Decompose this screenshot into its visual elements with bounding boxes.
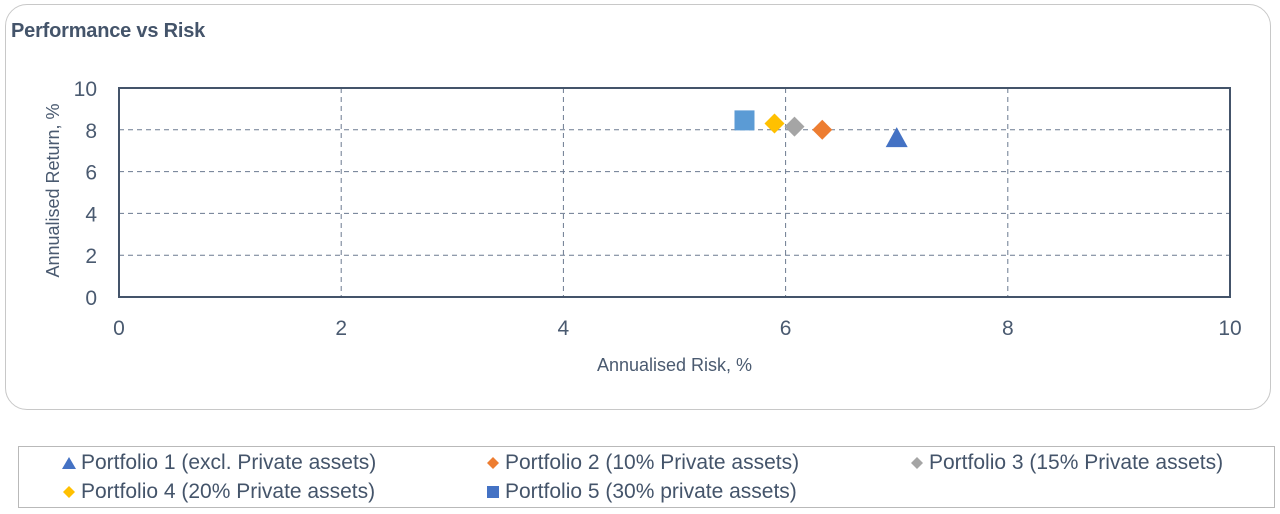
diamond-marker-icon [487, 457, 499, 469]
diamond-marker-icon [911, 457, 923, 469]
legend-item-portfolio-3: Portfolio 3 (15% Private assets) [909, 451, 1223, 475]
data-point-portfolio-4 [764, 113, 785, 134]
legend-label: Portfolio 3 (15% Private assets) [929, 451, 1224, 474]
x-tick-label: 8 [1002, 317, 1014, 340]
x-tick-label: 0 [113, 317, 125, 340]
triangle-marker-icon [62, 457, 76, 469]
y-tick-label: 10 [74, 78, 97, 101]
diamond-marker-icon [63, 486, 75, 498]
x-tick-label: 2 [335, 317, 347, 340]
legend-label: Portfolio 2 (10% Private assets) [505, 451, 800, 474]
y-tick-label: 2 [85, 245, 97, 268]
grid-lines [119, 88, 1230, 297]
y-axis-title: Annualised Return, % [43, 103, 63, 277]
scatter-plot: 0 2 4 6 8 10 0 2 4 6 8 10 Annualised Risk, % Annual… [43, 78, 1242, 375]
chart-frame [5, 4, 1271, 410]
plot-area-border [118, 87, 1231, 298]
legend-label: Portfolio 1 (excl. Private assets) [81, 451, 377, 474]
chart-legend: Portfolio 1 (excl. Private assets) Portf… [18, 446, 1275, 508]
x-tick-label: 10 [1218, 317, 1241, 340]
y-tick-label: 6 [85, 162, 97, 185]
x-axis-title: Annualised Risk, % [597, 355, 752, 375]
y-tick-label: 0 [85, 287, 97, 310]
data-point-portfolio-3 [784, 116, 805, 137]
x-tick-label: 4 [558, 317, 570, 340]
legend-label: Portfolio 4 (20% Private assets) [81, 480, 376, 503]
legend-label: Portfolio 5 (30% private assets) [505, 480, 797, 503]
data-points [734, 110, 908, 148]
data-point-portfolio-5 [734, 110, 755, 131]
data-point-portfolio-1 [885, 127, 908, 148]
y-tick-label: 8 [85, 120, 97, 143]
chart-title: Performance vs Risk [11, 20, 206, 42]
tick-labels: 0 2 4 6 8 10 0 2 4 6 8 10 [74, 78, 1242, 340]
y-tick-label: 4 [85, 203, 97, 226]
legend-item-portfolio-1: Portfolio 1 (excl. Private assets) [61, 451, 376, 475]
data-point-portfolio-2 [812, 119, 833, 140]
legend-item-portfolio-2: Portfolio 2 (10% Private assets) [485, 451, 799, 475]
legend-item-portfolio-5: Portfolio 5 (30% private assets) [485, 480, 797, 504]
legend-item-portfolio-4: Portfolio 4 (20% Private assets) [61, 480, 375, 504]
x-tick-label: 6 [780, 317, 792, 340]
square-marker-icon [487, 486, 499, 498]
